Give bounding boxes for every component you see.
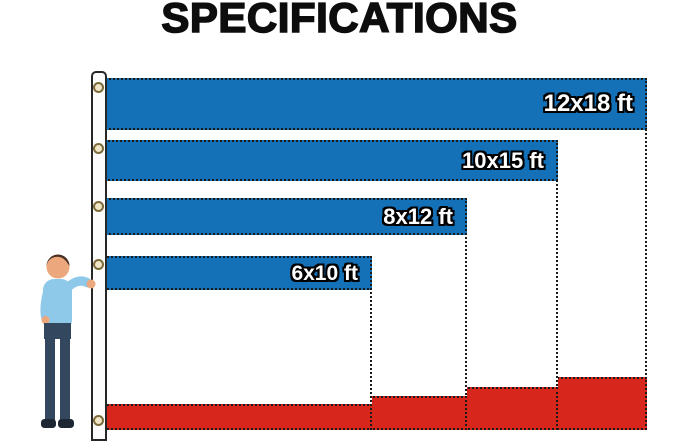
flag-size-label: 12x18 ft — [543, 90, 633, 117]
hand — [41, 316, 50, 324]
grommet-icon — [93, 201, 104, 212]
red-stripe — [104, 404, 372, 430]
blue-stripe: 8x12 ft — [104, 198, 467, 235]
blue-stripe: 12x18 ft — [104, 78, 647, 130]
page-title: SPECIFICATIONS — [161, 0, 518, 42]
blue-stripe: 6x10 ft — [104, 256, 372, 290]
head — [46, 255, 70, 279]
man-at-flagpole-illustration — [40, 254, 96, 428]
leg — [45, 335, 55, 421]
hair — [46, 254, 70, 266]
grommet-icon — [93, 259, 104, 270]
shoe — [41, 419, 56, 428]
hand — [86, 279, 96, 289]
blue-stripe: 10x15 ft — [104, 140, 558, 181]
leg — [60, 335, 70, 421]
flag-6x10: 6x10 ft — [104, 256, 372, 430]
flag-size-label: 10x15 ft — [462, 147, 544, 173]
arm — [40, 285, 52, 321]
grommet-icon — [93, 143, 104, 154]
shoe — [58, 419, 74, 428]
grommet-icon — [93, 82, 104, 93]
grommet-icon — [93, 415, 104, 426]
flag-size-label: 8x12 ft — [383, 203, 453, 229]
flag-size-label: 6x10 ft — [291, 261, 358, 285]
flagpole — [91, 71, 107, 441]
